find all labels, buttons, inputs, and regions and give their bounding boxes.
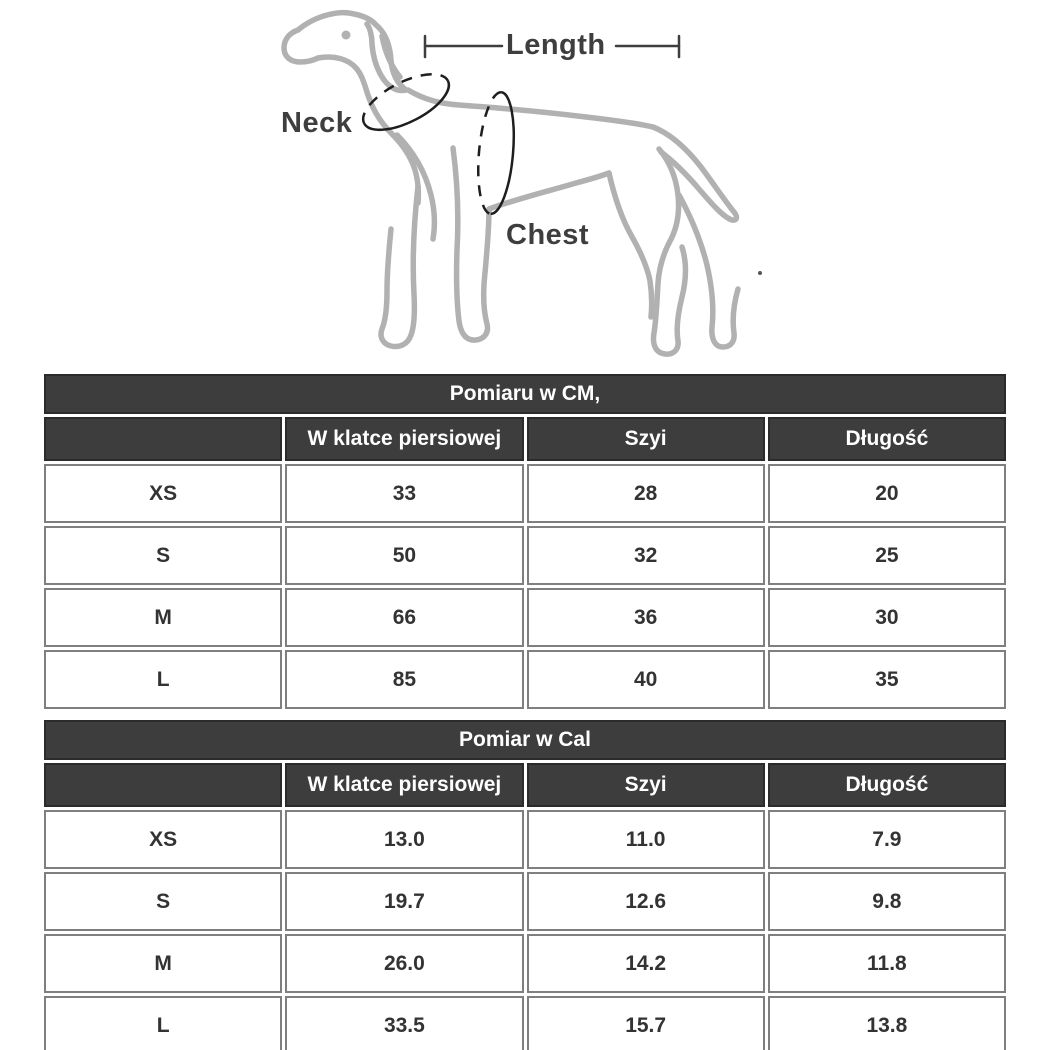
- neck-cell: 28: [526, 464, 765, 523]
- table-row: XS 33 28 20: [44, 464, 1006, 523]
- inches-header-size: [44, 763, 283, 807]
- chest-cell: 85: [285, 650, 524, 709]
- cm-header-length: Długość: [767, 417, 1006, 461]
- neck-cell: 36: [526, 588, 765, 647]
- neck-cell: 15.7: [526, 996, 765, 1050]
- length-cell: 30: [767, 588, 1006, 647]
- neck-cell: 32: [526, 526, 765, 585]
- table-row: L 33.5 15.7 13.8: [44, 996, 1006, 1050]
- inches-header-chest: W klatce piersiowej: [285, 763, 524, 807]
- chest-cell: 26.0: [285, 934, 524, 993]
- chest-label: Chest: [506, 219, 590, 251]
- neck-cell: 40: [526, 650, 765, 709]
- cm-table-title: Pomiaru w CM,: [44, 374, 1006, 414]
- cm-header-size: [44, 417, 283, 461]
- size-cell: XS: [44, 464, 283, 523]
- chest-cell: 13.0: [285, 810, 524, 869]
- chest-cell: 50: [285, 526, 524, 585]
- cm-header-chest: W klatce piersiowej: [285, 417, 524, 461]
- table-row: M 66 36 30: [44, 588, 1006, 647]
- length-cell: 11.8: [767, 934, 1006, 993]
- table-row: L 85 40 35: [44, 650, 1006, 709]
- length-cell: 7.9: [767, 810, 1006, 869]
- length-cell: 9.8: [767, 872, 1006, 931]
- size-cell: M: [44, 934, 283, 993]
- length-cell: 20: [767, 464, 1006, 523]
- chest-measure-ellipse: [477, 90, 515, 216]
- size-cell: XS: [44, 810, 283, 869]
- table-row: S 19.7 12.6 9.8: [44, 872, 1006, 931]
- size-cell: S: [44, 526, 283, 585]
- size-cell: L: [44, 650, 283, 709]
- chest-cell: 66: [285, 588, 524, 647]
- table-row: XS 13.0 11.0 7.9: [44, 810, 1006, 869]
- length-dimension-line: [423, 34, 681, 59]
- length-cell: 13.8: [767, 996, 1006, 1050]
- neck-cell: 11.0: [526, 810, 765, 869]
- neck-cell: 14.2: [526, 934, 765, 993]
- table-row: S 50 32 25: [44, 526, 1006, 585]
- neck-label: Neck: [281, 107, 353, 139]
- dog-measurement-diagram: Length Neck Chest: [0, 0, 1050, 371]
- chest-cell: 33: [285, 464, 524, 523]
- dog-eye-dot: [341, 30, 351, 40]
- inches-header-length: Długość: [767, 763, 1006, 807]
- chest-cell: 19.7: [285, 872, 524, 931]
- cm-header-neck: Szyi: [526, 417, 765, 461]
- length-cell: 35: [767, 650, 1006, 709]
- neck-cell: 12.6: [526, 872, 765, 931]
- inches-table-title: Pomiar w Cal: [44, 720, 1006, 760]
- chest-cell: 33.5: [285, 996, 524, 1050]
- length-label: Length: [506, 29, 606, 61]
- inches-size-table: Pomiar w Cal W klatce piersiowej Szyi Dł…: [41, 717, 1009, 1050]
- size-tables: Pomiaru w CM, W klatce piersiowej Szyi D…: [41, 371, 1009, 1050]
- small-dot: [758, 271, 762, 275]
- dog-outline-illustration: [281, 9, 762, 357]
- length-cell: 25: [767, 526, 1006, 585]
- neck-measure-ellipse: [361, 72, 451, 132]
- size-cell: S: [44, 872, 283, 931]
- inches-header-neck: Szyi: [526, 763, 765, 807]
- size-cell: L: [44, 996, 283, 1050]
- size-cell: M: [44, 588, 283, 647]
- table-row: M 26.0 14.2 11.8: [44, 934, 1006, 993]
- cm-size-table: Pomiaru w CM, W klatce piersiowej Szyi D…: [41, 371, 1009, 712]
- dog-body-outline: [281, 9, 741, 357]
